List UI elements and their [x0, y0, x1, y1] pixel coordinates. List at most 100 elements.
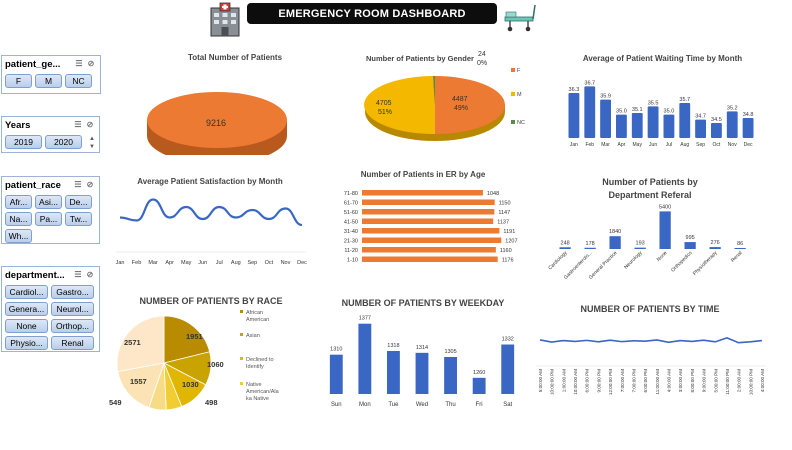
tick-label: 11:00:00 PM	[725, 369, 730, 395]
slicer-item-department[interactable]: Cardiol...	[5, 285, 48, 299]
slicer-item-race[interactable]: Na...	[5, 212, 32, 226]
data-label: 549	[109, 398, 122, 407]
data-label: 1160	[500, 248, 512, 254]
slicer-title: patient_race	[5, 179, 61, 191]
data-label: 49%	[454, 105, 468, 112]
tick-label: May	[633, 142, 643, 148]
race-slicer: patient_race ☰ ⊘ Afr... Asi... De... Na...…	[1, 176, 100, 244]
data-label: 193	[636, 241, 645, 247]
slicer-item-department[interactable]: None	[5, 319, 48, 333]
race-chart: NUMBER OF PATIENTS BY RACE 1951 1060 1030 4…	[104, 292, 318, 414]
race-svg: 19511060103049854915572571AfricanAmerica…	[109, 310, 280, 411]
tick-label: Fri	[476, 402, 483, 408]
multi-select-icon[interactable]: ☰	[75, 59, 83, 68]
tick-label: 71-80	[344, 191, 358, 197]
slicer-item-race[interactable]: Tw...	[65, 212, 92, 226]
slicer-item-2019[interactable]: 2019	[5, 135, 42, 149]
tick-label: Orthopedics	[670, 250, 694, 274]
slicer-item-race[interactable]: Wh...	[5, 229, 32, 243]
pie-slice	[163, 315, 211, 364]
tick-label: 11-20	[344, 248, 358, 254]
data-label: 24	[478, 51, 486, 58]
stretcher-icon	[504, 4, 536, 32]
data-label: 1840	[609, 229, 621, 235]
multi-select-icon[interactable]: ☰	[74, 120, 82, 129]
data-label: 2571	[124, 338, 141, 347]
slicer-item-department[interactable]: Genera...	[5, 302, 48, 316]
chart-title: Total Number of Patients	[187, 53, 283, 62]
slicer-item-2020[interactable]: 2020	[45, 135, 82, 149]
multi-select-icon[interactable]: ☰	[74, 270, 82, 279]
slicer-item-nc[interactable]: NC	[65, 74, 92, 88]
waiting-time-chart: Average of Patient Waiting Time by Month…	[560, 50, 765, 155]
tick-label: Cardiology	[547, 250, 568, 271]
tick-label: Jun	[649, 142, 657, 148]
tick-label: Feb	[132, 260, 141, 266]
slicer-item-department[interactable]: Gastro...	[51, 285, 94, 299]
clear-filter-icon[interactable]: ⊘	[86, 180, 94, 189]
weekday-svg: 1310 Sun 1377 Mon 1318 Tue 1314 Wed 1305 Thu 1260 F…	[329, 316, 515, 408]
legend-label: M	[517, 92, 522, 98]
hospital-icon	[210, 2, 240, 37]
total-patients-svg: 9216	[147, 92, 287, 164]
bar	[709, 247, 721, 249]
tick-label: Sat	[503, 402, 512, 408]
data-label: 34.7	[695, 114, 706, 120]
tick-label: 2:00:00 AM	[737, 369, 742, 392]
clear-filter-icon[interactable]: ⊘	[86, 270, 94, 279]
slicer-scrollbar[interactable]: ▲ ▼	[89, 136, 95, 150]
tick-label: Jul	[216, 260, 223, 266]
slicer-item-department[interactable]: Physio...	[5, 336, 48, 350]
tick-label: 12:00:00 PM	[608, 369, 613, 395]
clear-filter-icon[interactable]: ⊘	[86, 120, 94, 129]
slicer-item-m[interactable]: M	[35, 74, 62, 88]
legend-label: African	[246, 310, 263, 316]
multi-select-icon[interactable]: ☰	[74, 180, 82, 189]
slicer-item-race[interactable]: Pa...	[35, 212, 62, 226]
pie-slice	[116, 315, 165, 372]
tick-label: Renal	[730, 250, 743, 263]
pie-slice-m	[364, 76, 435, 135]
tick-label: 4:00:00 AM	[667, 369, 672, 392]
data-label: 4487	[452, 96, 468, 103]
tick-label: 41-50	[344, 220, 358, 226]
bar	[415, 352, 429, 394]
bar	[559, 247, 571, 249]
time-chart: NUMBER OF PATIENTS BY TIME 5:00:00 AM 10:…	[530, 296, 770, 418]
data-label: 35.5	[648, 100, 659, 106]
gender-slicer: patient_ge... ☰ ⊘ F M NC	[1, 55, 101, 94]
legend-label: Native	[246, 382, 262, 388]
bar	[362, 199, 495, 205]
waiting-time-svg: 36.3 Jan 36.7 Feb 35.9 Mar 35.0 Apr 35.1 May 35.5 J…	[568, 80, 754, 148]
tick-label: Sun	[331, 402, 342, 408]
bar	[362, 237, 502, 243]
data-label: 1137	[497, 220, 509, 226]
clear-filter-icon[interactable]: ⊘	[87, 59, 95, 68]
bar	[387, 350, 400, 394]
tick-label: Physiotherapy	[692, 250, 719, 277]
bar	[329, 354, 343, 394]
tick-label: 8:00:00 PM	[690, 369, 695, 393]
bar	[362, 228, 500, 234]
slicer-item-department[interactable]: Orthop...	[51, 319, 94, 333]
satisfaction-svg: Jan Feb Mar Apr May Jun Jul Aug Sep Oct Nov Dec	[116, 198, 307, 266]
slicer-item-department[interactable]: Renal	[51, 336, 94, 350]
tick-label: Sep	[696, 142, 705, 148]
slicer-item-race[interactable]: Asi...	[35, 195, 62, 209]
bar	[501, 344, 515, 394]
tick-label: Nov	[728, 142, 737, 148]
slicer-item-f[interactable]: F	[5, 74, 32, 88]
slicer-item-department[interactable]: Neurol...	[51, 302, 94, 316]
bar	[584, 86, 596, 138]
slicer-item-race[interactable]: De...	[65, 195, 92, 209]
tick-label: Oct	[265, 260, 274, 266]
slicer-item-race[interactable]: Afr...	[5, 195, 32, 209]
chart-title: NUMBER OF PATIENTS BY TIME	[580, 304, 720, 314]
tick-label: Dec	[744, 142, 753, 148]
bar	[634, 247, 646, 249]
chart-title: Average Patient Satisfaction by Month	[137, 177, 283, 186]
legend-swatch	[511, 92, 515, 96]
tick-label: Dec	[297, 260, 307, 266]
pie-slice-nc	[433, 76, 435, 105]
tick-label: 7:00:00 AM	[620, 369, 625, 392]
